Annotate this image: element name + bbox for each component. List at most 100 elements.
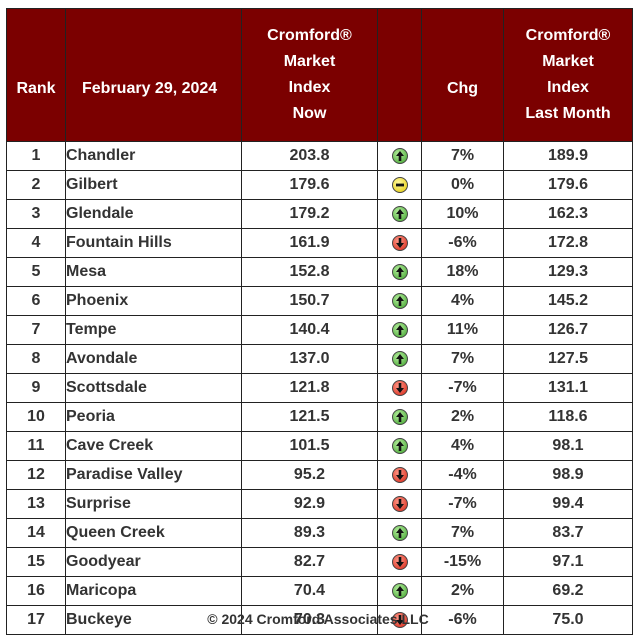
- down-arrow-icon: [391, 495, 408, 512]
- trend-cell: [377, 518, 422, 548]
- index-last-month-cell: 118.6: [503, 402, 633, 432]
- city-cell: Gilbert: [65, 170, 242, 200]
- table-row: 1 Chandler 203.8 7% 189.9: [6, 141, 633, 171]
- trend-cell: [377, 170, 422, 200]
- index-last-month-cell: 129.3: [503, 257, 633, 287]
- rank-cell: 1: [6, 141, 66, 171]
- index-now-cell: 89.3: [241, 518, 378, 548]
- rank-cell: 13: [6, 489, 66, 519]
- city-cell: Phoenix: [65, 286, 242, 316]
- index-last-month-cell: 83.7: [503, 518, 633, 548]
- index-last-month-cell: 69.2: [503, 576, 633, 606]
- rank-cell: 7: [6, 315, 66, 345]
- table-row: 16 Maricopa 70.4 2% 69.2: [6, 576, 633, 606]
- up-arrow-icon: [391, 582, 408, 599]
- rank-cell: 15: [6, 547, 66, 577]
- index-last-month-cell: 126.7: [503, 315, 633, 345]
- up-arrow-icon: [391, 524, 408, 541]
- up-arrow-icon: [391, 437, 408, 454]
- index-last-month-cell: 98.9: [503, 460, 633, 490]
- trend-cell: [377, 199, 422, 229]
- city-cell: Scottsdale: [65, 373, 242, 403]
- table-row: 13 Surprise 92.9 -7% 99.4: [6, 489, 633, 519]
- rank-cell: 3: [6, 199, 66, 229]
- header-trend-icon: [377, 8, 422, 142]
- copyright-footer: © 2024 Cromford Associates LLC: [207, 611, 429, 627]
- city-cell: Mesa: [65, 257, 242, 287]
- index-last-month-cell: 99.4: [503, 489, 633, 519]
- index-last-month-cell: 189.9: [503, 141, 633, 171]
- rank-cell: 10: [6, 402, 66, 432]
- index-last-month-cell: 127.5: [503, 344, 633, 374]
- change-cell: 18%: [421, 257, 504, 287]
- index-now-cell: 101.5: [241, 431, 378, 461]
- change-cell: 7%: [421, 344, 504, 374]
- index-now-cell: 150.7: [241, 286, 378, 316]
- up-arrow-icon: [391, 321, 408, 338]
- trend-cell: [377, 141, 422, 171]
- change-cell: 7%: [421, 518, 504, 548]
- trend-cell: [377, 286, 422, 316]
- index-last-month-cell: 98.1: [503, 431, 633, 461]
- change-cell: -6%: [421, 605, 504, 635]
- index-now-cell: 92.9: [241, 489, 378, 519]
- table-row: 12 Paradise Valley 95.2 -4% 98.9: [6, 460, 633, 490]
- city-cell: Glendale: [65, 199, 242, 229]
- index-now-cell: 140.4: [241, 315, 378, 345]
- table-row: 17 Buckeye 70.3 -6% 75.0: [6, 605, 633, 635]
- down-arrow-icon: [391, 379, 408, 396]
- rank-cell: 16: [6, 576, 66, 606]
- trend-cell: [377, 460, 422, 490]
- down-arrow-icon: [391, 234, 408, 251]
- trend-cell: [377, 315, 422, 345]
- change-cell: 2%: [421, 402, 504, 432]
- table-row: 7 Tempe 140.4 11% 126.7: [6, 315, 633, 345]
- header-row: Rank February 29, 2024 Cromford® Market …: [6, 8, 633, 142]
- index-now-cell: 203.8: [241, 141, 378, 171]
- rank-cell: 8: [6, 344, 66, 374]
- index-now-cell: 82.7: [241, 547, 378, 577]
- index-last-month-cell: 162.3: [503, 199, 633, 229]
- index-now-cell: 137.0: [241, 344, 378, 374]
- city-cell: Maricopa: [65, 576, 242, 606]
- index-now-cell: 179.2: [241, 199, 378, 229]
- city-cell: Peoria: [65, 402, 242, 432]
- index-now-cell: 70.4: [241, 576, 378, 606]
- change-cell: -7%: [421, 489, 504, 519]
- change-cell: 10%: [421, 199, 504, 229]
- change-cell: 11%: [421, 315, 504, 345]
- table-row: 5 Mesa 152.8 18% 129.3: [6, 257, 633, 287]
- header-rank: Rank: [6, 8, 66, 142]
- trend-cell: [377, 373, 422, 403]
- city-cell: Queen Creek: [65, 518, 242, 548]
- index-last-month-cell: 172.8: [503, 228, 633, 258]
- table-row: 3 Glendale 179.2 10% 162.3: [6, 199, 633, 229]
- table-row: 15 Goodyear 82.7 -15% 97.1: [6, 547, 633, 577]
- city-cell: Surprise: [65, 489, 242, 519]
- city-cell: Fountain Hills: [65, 228, 242, 258]
- table-body: 1 Chandler 203.8 7% 189.9 2 Gilbert 179.6 0% 179.…: [6, 141, 633, 635]
- header-now-line-1: Cromford®: [267, 27, 352, 44]
- up-arrow-icon: [391, 350, 408, 367]
- market-index-table: Rank February 29, 2024 Cromford® Market …: [6, 8, 633, 635]
- city-cell: Chandler: [65, 141, 242, 171]
- city-cell: Tempe: [65, 315, 242, 345]
- header-last-line-3: Index: [547, 79, 589, 96]
- trend-cell: [377, 576, 422, 606]
- header-now-line-3: Index: [288, 79, 331, 96]
- header-last-line-1: Cromford®: [525, 27, 611, 44]
- trend-cell: [377, 489, 422, 519]
- header-last-line-2: Market: [542, 53, 594, 70]
- table-row: 9 Scottsdale 121.8 -7% 131.1: [6, 373, 633, 403]
- index-last-month-cell: 145.2: [503, 286, 633, 316]
- rank-cell: 4: [6, 228, 66, 258]
- index-last-month-cell: 131.1: [503, 373, 633, 403]
- table-row: 4 Fountain Hills 161.9 -6% 172.8: [6, 228, 633, 258]
- no-change-icon: [391, 176, 408, 193]
- change-cell: -7%: [421, 373, 504, 403]
- change-cell: -6%: [421, 228, 504, 258]
- city-cell: Avondale: [65, 344, 242, 374]
- rank-cell: 12: [6, 460, 66, 490]
- index-now-cell: 161.9: [241, 228, 378, 258]
- header-index-last-month: Cromford® Market Index Last Month: [503, 8, 633, 142]
